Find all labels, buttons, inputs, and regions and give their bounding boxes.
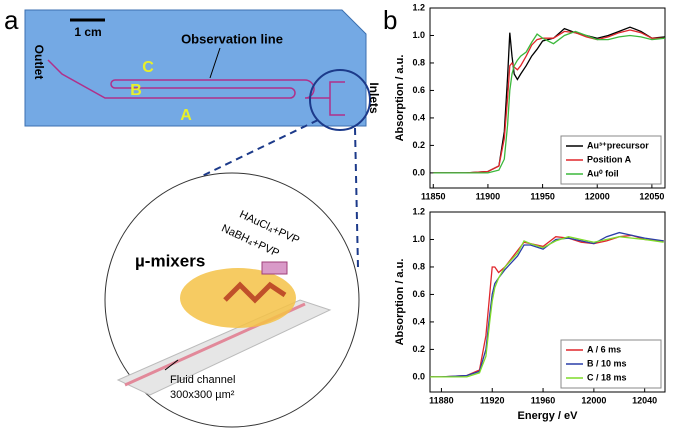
x-tick-label: 11950 <box>530 191 555 201</box>
zoom-line <box>199 119 319 178</box>
x-tick-label: 12000 <box>585 191 610 201</box>
x-tick-label: 12050 <box>639 191 664 201</box>
pointer <box>209 47 221 79</box>
x-tick-label: 11900 <box>476 191 501 201</box>
panel-label: a <box>4 5 19 35</box>
channel-label: 300x300 µm² <box>170 389 235 401</box>
y-tick-label: 0.6 <box>412 289 425 299</box>
y-tick-label: 1.0 <box>412 234 425 244</box>
x-tick-label: 11880 <box>429 395 454 405</box>
x-tick-label: 11960 <box>531 395 556 405</box>
legend-label: C / 18 ms <box>587 372 627 382</box>
plot-frame <box>429 7 666 189</box>
series-line <box>433 26 666 174</box>
y-tick-label: 0.8 <box>412 261 425 271</box>
y-axis-label: Absorption / a.u. <box>394 55 406 142</box>
point-label: B <box>130 82 142 99</box>
y-tick-label: 1.2 <box>412 2 425 12</box>
mixers-label: µ-mixers <box>135 251 205 270</box>
series-line <box>433 30 666 174</box>
x-axis-label: Energy / eV <box>518 410 579 422</box>
y-tick-label: 0.0 <box>412 371 425 381</box>
channel-label: Fluid channel <box>170 374 235 386</box>
scale-bar-label: 1 cm <box>74 25 101 39</box>
point-label: A <box>180 107 192 124</box>
outlet-label: Outlet <box>32 45 46 80</box>
inlets-label: Inlets <box>367 82 381 114</box>
y-tick-label: 0.8 <box>412 57 425 67</box>
panel-label: b <box>383 5 397 35</box>
legend-label: A / 6 ms <box>587 344 621 354</box>
x-tick-label: 11920 <box>480 395 505 405</box>
y-tick-label: 0.2 <box>412 344 425 354</box>
y-tick-label: 1.2 <box>412 206 425 216</box>
legend-label: Au⁰ foil <box>587 168 619 178</box>
zoom-circle <box>309 69 371 131</box>
mixer <box>223 281 287 304</box>
channel <box>47 59 345 116</box>
x-tick-label: 11850 <box>421 191 446 201</box>
series-line <box>430 236 664 378</box>
y-tick-label: 0.0 <box>412 167 425 177</box>
y-tick-label: 0.4 <box>412 316 425 326</box>
zoom-line <box>354 127 359 269</box>
series-line <box>433 29 665 174</box>
y-tick-label: 1.0 <box>412 30 425 40</box>
series-line <box>430 231 664 378</box>
y-tick-label: 0.4 <box>412 112 425 122</box>
inlet-block <box>261 261 288 275</box>
observation-line-label: Observation line <box>181 31 283 46</box>
mixer-zone <box>180 268 296 328</box>
chip <box>24 9 367 127</box>
legend-label: Position A <box>587 154 632 164</box>
y-axis-label: Absorption / a.u. <box>394 259 406 346</box>
legend-label: Au³⁺precursor <box>587 140 649 150</box>
pointer <box>164 359 179 371</box>
point-label: C <box>142 59 154 76</box>
y-tick-label: 0.2 <box>412 140 425 150</box>
x-tick-label: 12000 <box>581 395 606 405</box>
y-tick-label: 0.6 <box>412 85 425 95</box>
plot-frame <box>429 211 666 393</box>
x-tick-label: 12040 <box>632 395 657 405</box>
legend-label: B / 10 ms <box>587 358 627 368</box>
